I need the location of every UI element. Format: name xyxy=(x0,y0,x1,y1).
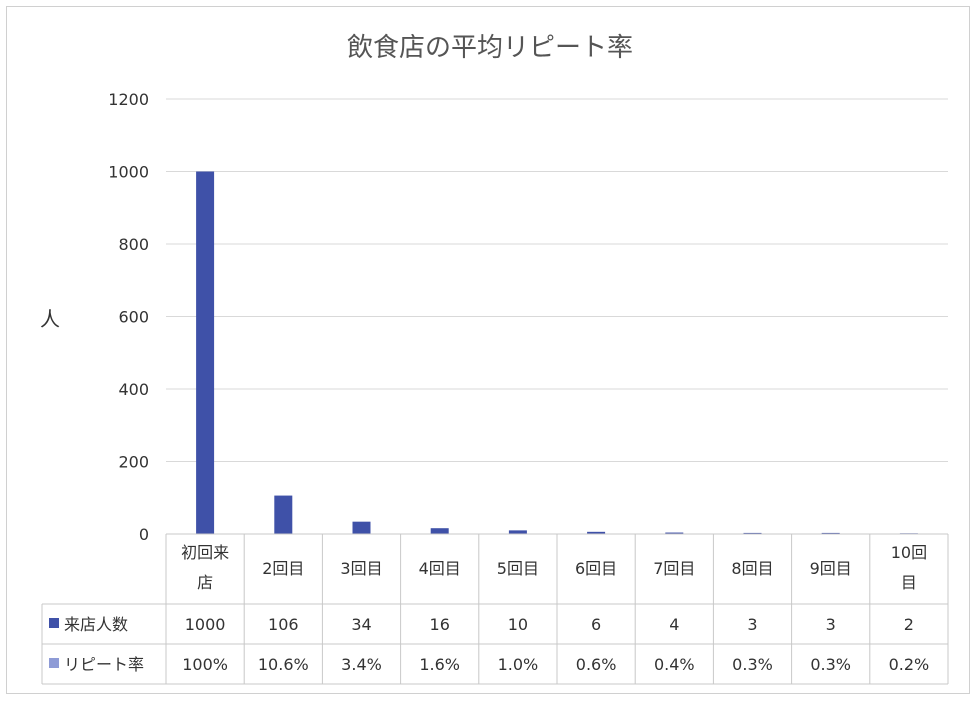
data-label: 0.4% xyxy=(654,655,695,674)
data-label: 0.3% xyxy=(732,655,773,674)
data-label: 16 xyxy=(430,615,450,634)
data-label: 0.3% xyxy=(810,655,851,674)
category-label: 2回目 xyxy=(262,559,304,578)
y-tick-label: 0 xyxy=(139,525,149,544)
data-label: 10 xyxy=(508,615,528,634)
chart-frame xyxy=(6,6,970,694)
y-tick-label: 200 xyxy=(118,453,149,472)
y-tick-label: 800 xyxy=(118,235,149,254)
legend-swatch xyxy=(49,618,59,628)
bar xyxy=(665,532,684,534)
bar xyxy=(274,495,293,534)
y-tick-label: 600 xyxy=(118,308,149,327)
y-tick-label: 1200 xyxy=(108,90,149,109)
category-label: 9回目 xyxy=(810,559,852,578)
data-label: 1.0% xyxy=(498,655,539,674)
data-label: 0.2% xyxy=(889,655,930,674)
data-label: 0.6% xyxy=(576,655,617,674)
category-label: 5回目 xyxy=(497,559,539,578)
category-label-cont: 店 xyxy=(197,573,213,592)
data-label: 4 xyxy=(669,615,679,634)
y-tick-label: 400 xyxy=(118,380,149,399)
data-label: 1000 xyxy=(185,615,226,634)
category-label: 3回目 xyxy=(340,559,382,578)
chart-title: 飲食店の平均リピート率 xyxy=(347,33,633,63)
legend-swatch xyxy=(49,658,59,668)
bar xyxy=(196,171,215,534)
category-label: 初回来 xyxy=(181,543,229,562)
category-label-cont: 目 xyxy=(901,573,917,592)
data-label: 3.4% xyxy=(341,655,382,674)
legend-label: 来店人数 xyxy=(64,615,128,634)
bar xyxy=(821,532,840,534)
data-label: 34 xyxy=(351,615,371,634)
category-label: 10回 xyxy=(891,543,927,562)
y-axis-label: 人 xyxy=(40,307,60,331)
data-label: 10.6% xyxy=(258,655,309,674)
data-label: 1.6% xyxy=(419,655,460,674)
bar xyxy=(352,521,371,534)
category-label: 7回目 xyxy=(653,559,695,578)
bar xyxy=(587,531,606,534)
data-label: 2 xyxy=(904,615,914,634)
legend-label: リピート率 xyxy=(64,655,144,674)
data-label: 3 xyxy=(826,615,836,634)
data-label: 106 xyxy=(268,615,299,634)
data-label: 3 xyxy=(747,615,757,634)
bar xyxy=(508,530,527,534)
category-label: 4回目 xyxy=(419,559,461,578)
y-tick-label: 1000 xyxy=(108,163,149,182)
bar xyxy=(430,528,449,534)
data-label: 6 xyxy=(591,615,601,634)
category-label: 6回目 xyxy=(575,559,617,578)
data-label: 100% xyxy=(182,655,228,674)
bar xyxy=(743,532,762,534)
category-label: 8回目 xyxy=(731,559,773,578)
